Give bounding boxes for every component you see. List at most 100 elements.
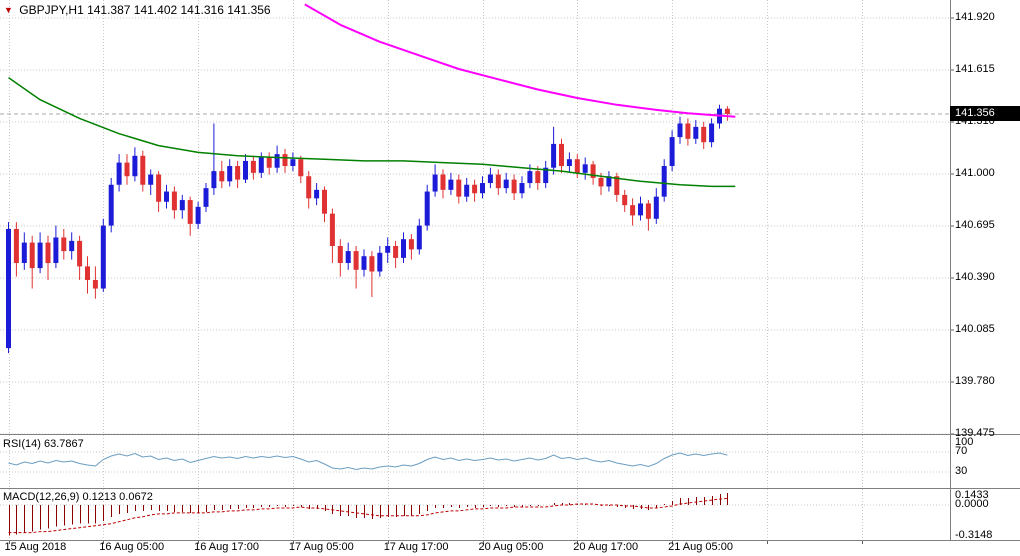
candle-body (559, 143, 564, 167)
candle-body (274, 154, 280, 168)
candle-body (219, 171, 225, 182)
candle-body (480, 183, 485, 194)
price-axis-label: 140.390 (955, 271, 995, 283)
candle-body (432, 174, 438, 192)
candle-body (322, 189, 327, 214)
price-axis-label: 141.920 (955, 11, 995, 23)
price-axis-label: 141.310 (955, 115, 995, 127)
candle-body (13, 228, 19, 264)
candle-body (503, 179, 509, 189)
time-axis-label: 15 Aug 2018 (4, 541, 67, 553)
time-axis-label: 21 Aug 05:00 (668, 541, 733, 553)
candle-body (614, 176, 620, 195)
candle-body (203, 188, 209, 207)
time-axis-label: 17 Aug 05:00 (288, 541, 354, 553)
candle-body (361, 256, 367, 270)
candle-body (535, 171, 541, 184)
candle-body (132, 155, 138, 177)
candle-body (464, 184, 470, 197)
candle-body (306, 176, 312, 199)
candle-body (298, 159, 304, 177)
rsi-axis-label: 70 (955, 445, 968, 457)
candle-body (61, 237, 67, 252)
candle-body (677, 123, 683, 138)
time-axis-label: 16 Aug 17:00 (194, 541, 259, 553)
candle-body (92, 280, 98, 289)
macd-axis-label: -0.3148 (955, 529, 993, 541)
candle-body (21, 242, 27, 264)
candle-body (582, 164, 588, 173)
moving-averages (8, 3, 736, 188)
candle-body (701, 126, 707, 143)
candles (6, 104, 730, 354)
candle-body (393, 245, 399, 258)
macd-indicator-label: MACD(12,26,9) 0.1213 0.0672 (3, 491, 153, 503)
candle-body (408, 239, 414, 250)
candle-body (243, 160, 248, 180)
candle-body (164, 191, 169, 202)
candle-body (29, 242, 35, 269)
candle-body (124, 162, 130, 177)
rsi-line (8, 452, 728, 471)
time-axis-label: 20 Aug 05:00 (478, 541, 544, 553)
candle-body (116, 162, 122, 185)
candle-body (187, 200, 193, 224)
time-axis-label: 20 Aug 17:00 (573, 541, 639, 553)
candle-body (693, 126, 699, 139)
candle-body (314, 189, 320, 199)
candle-body (645, 203, 651, 219)
candle-body (598, 177, 604, 187)
candle-body (100, 225, 106, 289)
macd-histogram (9, 493, 728, 536)
ma-magenta-line (304, 3, 736, 118)
candle-body (148, 174, 154, 185)
candle-body (337, 245, 343, 264)
candle-body (590, 164, 596, 178)
time-axis-label: 17 Aug 17:00 (383, 541, 449, 553)
candle-body (282, 154, 288, 167)
price-axis-label: 141.000 (955, 167, 995, 179)
candle-body (519, 183, 525, 194)
candle-body (495, 174, 501, 189)
time-axis-label: 16 Aug 05:00 (99, 541, 165, 553)
candle-body (6, 228, 11, 349)
candle-body (566, 159, 572, 167)
candle-body (424, 191, 430, 226)
macd-signal-line (8, 497, 728, 534)
candle-body (724, 108, 730, 114)
macd-axis-label: 0.0000 (955, 498, 989, 510)
price-axis-label: 140.085 (955, 323, 995, 335)
price-axis-label: 139.475 (955, 427, 995, 439)
ma-green-line (8, 76, 736, 188)
candle-body (543, 167, 549, 184)
candle-body (195, 206, 201, 224)
candle-body (290, 159, 296, 167)
price-axis[interactable]: 141.356 141.920 141.615 141.310 141.000 140.… (950, 0, 1020, 541)
chart-title: ▼ GBPJPY,H1 141.387 141.402 141.316 141.… (4, 3, 271, 17)
candle-body (85, 266, 90, 281)
price-axis-label: 140.695 (955, 219, 995, 231)
price-axis-label: 141.615 (955, 63, 995, 75)
candle-body (638, 203, 643, 216)
candle-body (345, 251, 351, 264)
candle-body (653, 196, 659, 219)
candle-body (472, 184, 478, 194)
candle-body (377, 252, 383, 272)
candle-body (527, 171, 533, 184)
candle-body (685, 123, 691, 139)
time-axis[interactable]: 15 Aug 2018 16 Aug 05:00 16 Aug 17:00 17 Au… (0, 540, 1020, 556)
symbol-marker-icon: ▼ (4, 5, 13, 15)
candle-body (709, 123, 715, 143)
candle-body (329, 213, 335, 246)
candle-body (227, 166, 233, 182)
candle-body (258, 157, 264, 173)
candle-body (77, 240, 83, 267)
candle-body (440, 174, 446, 190)
candle-body (37, 242, 43, 269)
gridlines (0, 0, 954, 544)
candle-body (140, 155, 146, 185)
candle-body (211, 171, 217, 189)
candle-body (69, 240, 75, 252)
